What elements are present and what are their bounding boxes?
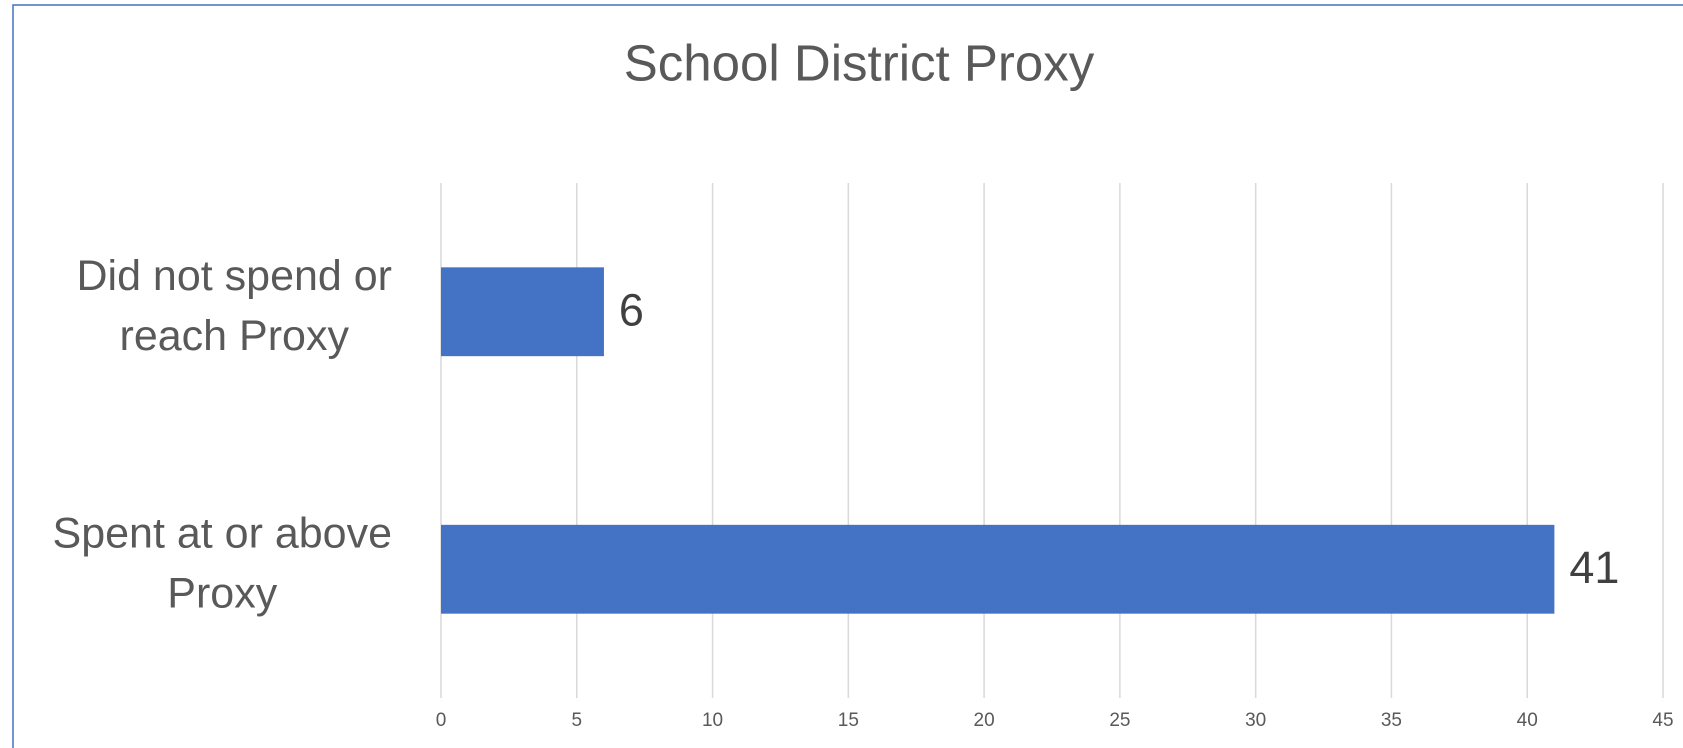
x-tick-label: 10 bbox=[702, 710, 723, 731]
x-tick-label: 15 bbox=[838, 710, 859, 731]
y-tick-label: Spent at or above Proxy bbox=[53, 510, 392, 618]
data-label: 6 bbox=[619, 285, 644, 336]
x-tick-label: 5 bbox=[571, 710, 582, 731]
data-label: 41 bbox=[1569, 542, 1619, 593]
x-tick-label: 35 bbox=[1381, 710, 1402, 731]
x-tick-label: 0 bbox=[436, 710, 447, 731]
x-tick-label: 20 bbox=[974, 710, 995, 731]
x-tick-label: 25 bbox=[1109, 710, 1130, 731]
bar bbox=[441, 524, 1555, 614]
chart-title: School District Proxy bbox=[624, 34, 1095, 91]
y-tick-label: Did not spend or reach Proxy bbox=[76, 252, 392, 360]
bar bbox=[441, 267, 604, 357]
x-tick-label: 45 bbox=[1652, 710, 1673, 731]
x-tick-label: 40 bbox=[1517, 710, 1538, 731]
x-tick-label: 30 bbox=[1245, 710, 1266, 731]
